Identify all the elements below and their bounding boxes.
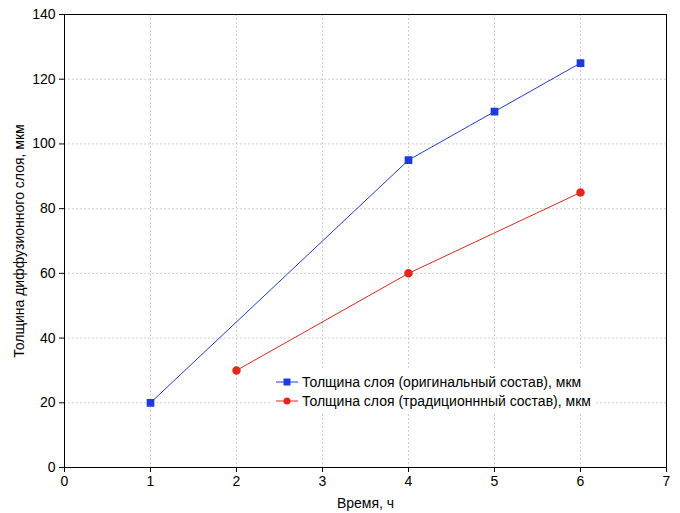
svg-text:2: 2 xyxy=(233,473,241,489)
svg-text:40: 40 xyxy=(40,330,56,346)
svg-text:6: 6 xyxy=(577,473,585,489)
svg-text:Время, ч: Время, ч xyxy=(337,495,394,511)
svg-text:60: 60 xyxy=(40,265,56,281)
html-text:Толщина слоя (оригинальный сос: Толщина слоя (оригинальный состав), мкм xyxy=(302,373,582,390)
svg-text:5: 5 xyxy=(491,473,499,489)
svg-text:140: 140 xyxy=(32,6,56,22)
svg-text:0: 0 xyxy=(48,459,56,475)
svg-text:80: 80 xyxy=(40,200,56,216)
svg-text:Толщина диффузионного слоя, мк: Толщина диффузионного слоя, мкм xyxy=(11,124,27,357)
html-text:Толщина слоя (традиционнный со: Толщина слоя (традиционнный состав), мкм xyxy=(302,392,591,409)
svg-text:20: 20 xyxy=(40,394,56,410)
svg-text:7: 7 xyxy=(663,473,671,489)
svg-text:4: 4 xyxy=(405,473,413,489)
svg-text:120: 120 xyxy=(32,71,56,87)
svg-text:100: 100 xyxy=(32,135,56,151)
svg-text:0: 0 xyxy=(61,473,69,489)
svg-text:3: 3 xyxy=(319,473,327,489)
svg-text:1: 1 xyxy=(147,473,155,489)
